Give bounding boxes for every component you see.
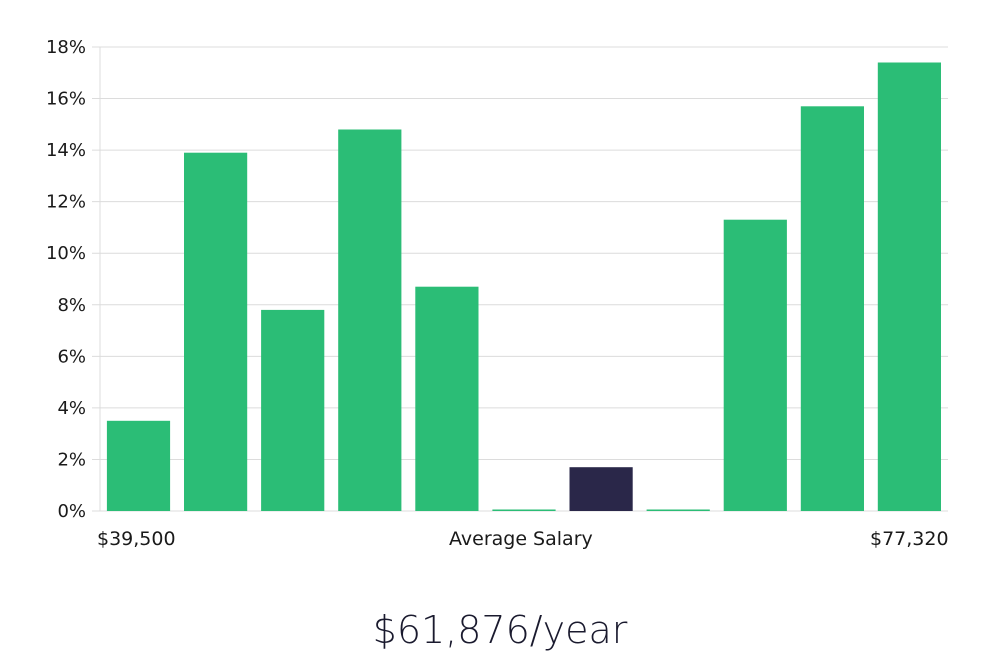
y-tick-label: 6%	[57, 346, 86, 367]
bar	[723, 219, 787, 511]
y-tick-label: 14%	[46, 140, 86, 161]
y-tick-label: 12%	[46, 192, 86, 213]
salary-histogram: 0% 2% 4% 6% 8% 10% 12% 14% 16% 18%	[46, 37, 948, 522]
bar	[338, 129, 402, 511]
bar	[261, 309, 325, 511]
y-tick-label: 8%	[57, 295, 86, 316]
bar	[877, 62, 941, 511]
bar	[800, 106, 864, 512]
bar	[492, 509, 556, 511]
bar	[184, 152, 248, 511]
x-axis-label: Average Salary	[449, 528, 593, 550]
y-axis-ticks: 0% 2% 4% 6% 8% 10% 12% 14% 16% 18%	[46, 37, 86, 522]
y-tick-label: 10%	[46, 243, 86, 264]
y-tick-label: 16%	[46, 89, 86, 110]
average-salary-headline: $61,876/year	[372, 608, 628, 652]
y-tick-label: 18%	[46, 37, 86, 58]
bar	[415, 286, 479, 511]
y-tick-label: 4%	[57, 398, 86, 419]
bar	[646, 509, 710, 511]
bar	[106, 420, 171, 511]
y-tick-label: 2%	[57, 449, 86, 470]
bars	[106, 62, 941, 512]
range-min-label: $39,500	[97, 528, 176, 550]
range-max-label: $77,320	[870, 528, 949, 550]
y-tick-label: 0%	[57, 501, 86, 522]
highlighted-bar	[569, 467, 633, 511]
